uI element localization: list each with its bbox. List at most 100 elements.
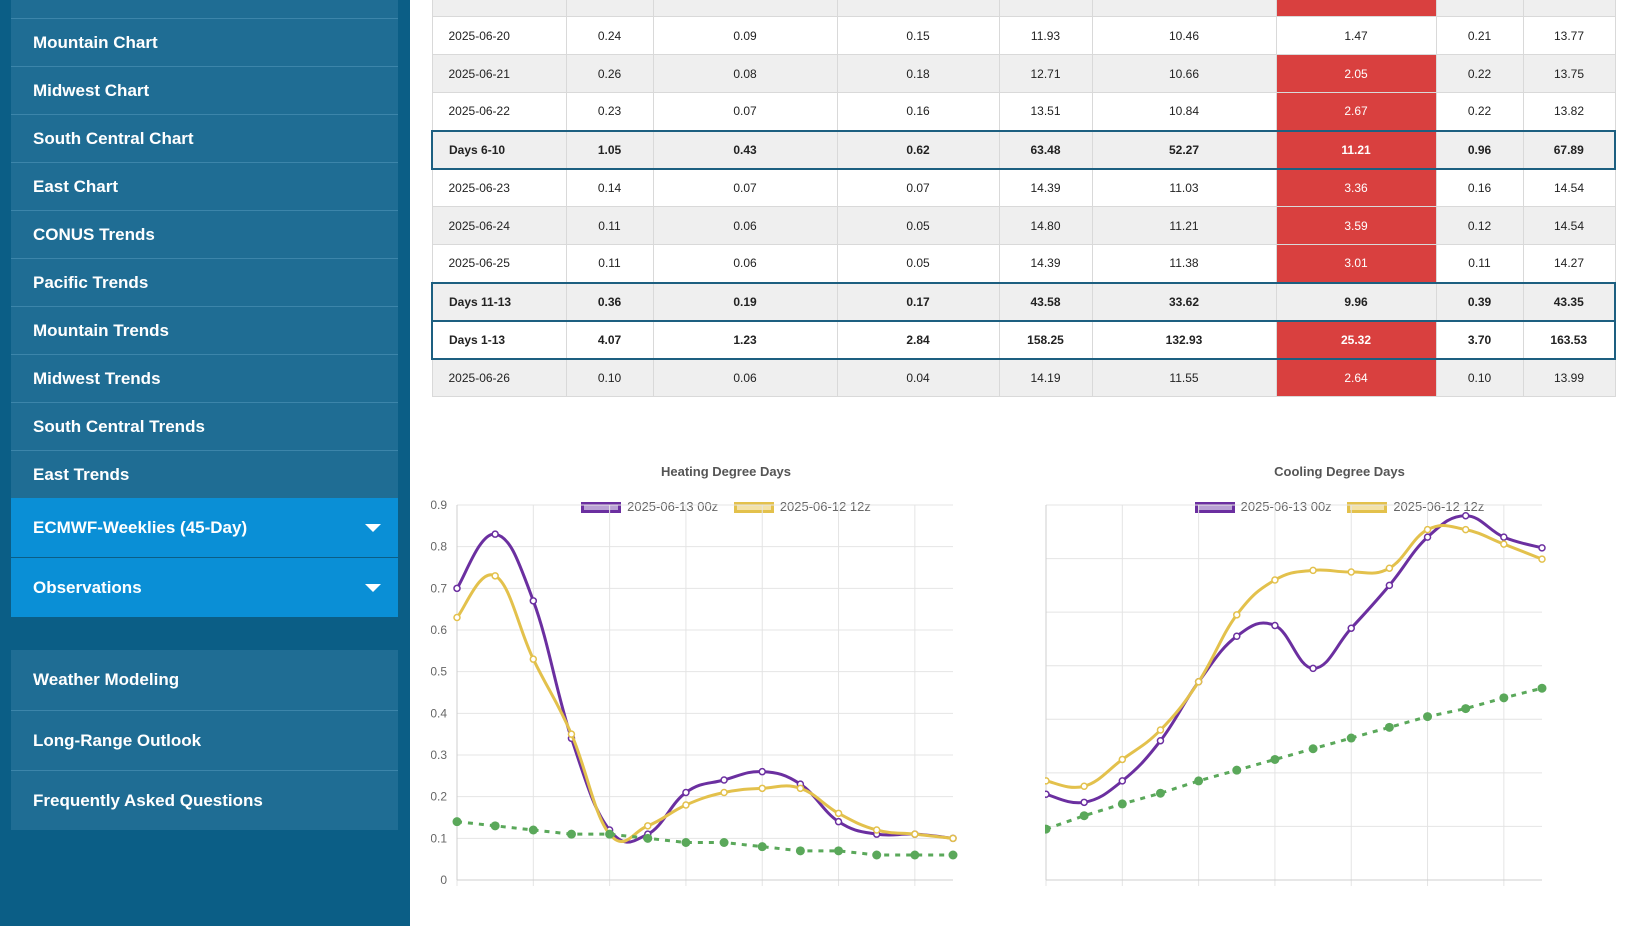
table-cell-label: 2025-06-24 [431,206,567,245]
sidebar-item-faq[interactable]: Frequently Asked Questions [11,770,398,830]
data-point [1500,533,1508,541]
sidebar-item-east-chart[interactable]: East Chart [11,162,398,210]
data-point [1080,782,1088,790]
table-cell: 0.26 [565,54,654,93]
table-cell: 9.96 [1275,281,1437,322]
data-point [529,655,538,663]
sidebar-item-long-range-outlook[interactable]: Long-Range Outlook [11,710,398,770]
data-point [1461,704,1471,714]
y-tick-label: 0.8 [431,540,447,554]
table-cell: 0.11 [565,244,654,283]
data-point [1423,533,1432,541]
table-cell: 0.39 [1435,281,1524,322]
sidebar-item-pacific-trends[interactable]: Pacific Trends [11,258,398,306]
table-cell: 43.58 [998,281,1093,322]
table-cell [652,0,838,17]
data-point [757,842,767,852]
data-point [453,613,461,622]
legend-swatch [1194,502,1235,514]
legend-item[interactable]: 2025-06-12 12z [1347,499,1484,514]
sidebar-item-weather-modeling[interactable]: Weather Modeling [33,670,180,689]
data-point [1118,755,1127,764]
sidebar-item-south-central-chart[interactable]: South Central Chart [11,114,398,162]
table-cell: 14.39 [998,244,1093,283]
heating-degree-days-chart: Heating Degree Days 2025-06-13 00z 2025-… [431,450,1021,926]
table-cell: 13.51 [998,92,1093,131]
legend-item[interactable]: 2025-06-13 00z [581,499,718,514]
data-point [567,730,576,738]
data-point [1233,611,1241,619]
legend-item[interactable]: 2025-06-12 12z [733,499,871,514]
data-point [1271,621,1279,630]
sidebar-item-south-central-trends[interactable]: South Central Trends [11,402,398,450]
table-cell [998,0,1093,17]
legend-swatch [733,502,774,514]
data-point [1347,568,1355,576]
series-line-1 [455,573,954,843]
sidebar-item-east-trends[interactable]: East Trends [11,450,398,498]
table-cell: 10.84 [1091,92,1277,131]
data-point [1079,811,1089,821]
data-point [1461,525,1470,534]
table-cell: 13.77 [1522,16,1616,55]
data-point [834,817,843,826]
data-point [605,829,615,839]
table-cell: 0.06 [652,206,838,245]
table-cell: 14.54 [1522,168,1616,207]
table-row: 2025-06-20 0.24 0.09 0.15 11.93 10.46 1.47 0.21… [431,16,1616,55]
table-cell: 0.14 [565,168,654,207]
table-cell: 0.11 [1435,244,1524,283]
data-point [910,850,920,860]
data-point [682,788,690,797]
table-cell: 0.10 [565,358,654,397]
y-tick-label: 0.1 [431,831,447,845]
chevron-down-icon [365,584,381,592]
data-point [1270,754,1280,764]
sidebar-item-midwest-chart[interactable]: Midwest Chart [11,66,398,114]
table-cell: 14.27 [1522,244,1616,283]
table-cell: 0.16 [836,92,1000,131]
table-cell-label: Days 6-10 [431,129,567,170]
sidebar-item-mountain-trends[interactable]: Mountain Trends [11,306,398,354]
data-point [1537,683,1547,693]
table-cell: 10.46 [1091,16,1277,55]
data-point [758,784,766,793]
chart-title: Cooling Degree Days [1274,464,1405,479]
ecmwf-weeklies-dropdown[interactable]: ECMWF-Weeklies (45-Day) [11,498,398,557]
sidebar-dropdowns: ECMWF-Weeklies (45-Day) Observations [11,498,398,617]
degree-days-table: 2025-06-20 0.24 0.09 0.15 11.93 10.46 1.47 0.21… [431,0,1616,397]
data-point [1194,678,1203,686]
table-cell: 0.06 [652,244,838,283]
data-point [644,822,652,830]
data-point [1461,511,1470,520]
sidebar-nav-bottom: Weather Modeling Long-Range Outlook Freq… [11,650,398,830]
sidebar-item-midwest-trends[interactable]: Midwest Trends [11,354,398,402]
sidebar-item-conus-trends[interactable]: CONUS Trends [11,210,398,258]
table-cell: 0.07 [836,168,1000,207]
table-row: 2025-06-24 0.11 0.06 0.05 14.80 11.21 3.59 0.12… [431,206,1616,245]
data-point [1423,712,1433,722]
table-cell: 0.23 [565,92,654,131]
data-point [1045,824,1051,834]
sidebar-item-mountain-chart[interactable]: Mountain Chart [11,18,398,66]
legend-item[interactable]: 2025-06-13 00z [1194,499,1332,514]
sidebar: Mountain Chart Midwest Chart South Centr… [0,0,410,926]
table-cell: 0.18 [836,54,1000,93]
data-point [758,767,766,776]
data-point [528,825,538,835]
table-row [431,0,1616,17]
table-cell-label: 2025-06-23 [431,168,567,207]
table-cell: 11.21 [1091,206,1277,245]
table-cell [836,0,1000,17]
chart-legend: 2025-06-13 00z 2025-06-12 12z [1045,498,1634,514]
y-tick-label: 0.6 [431,623,447,637]
y-tick-label: 0.3 [431,748,447,762]
table-cell: 0.43 [652,129,838,170]
data-point [911,830,919,838]
table-row: 2025-06-22 0.23 0.07 0.16 13.51 10.84 2.67 0.22… [431,92,1616,131]
table-cell: 0.15 [836,16,1000,55]
table-cell: 10.66 [1091,54,1277,93]
observations-dropdown[interactable]: Observations [11,558,398,617]
table-row: 2025-06-21 0.26 0.08 0.18 12.71 10.66 2.05 0.22… [431,54,1616,93]
cooling-degree-days-chart: Cooling Degree Days 2025-06-13 00z 2025-… [1045,450,1634,926]
